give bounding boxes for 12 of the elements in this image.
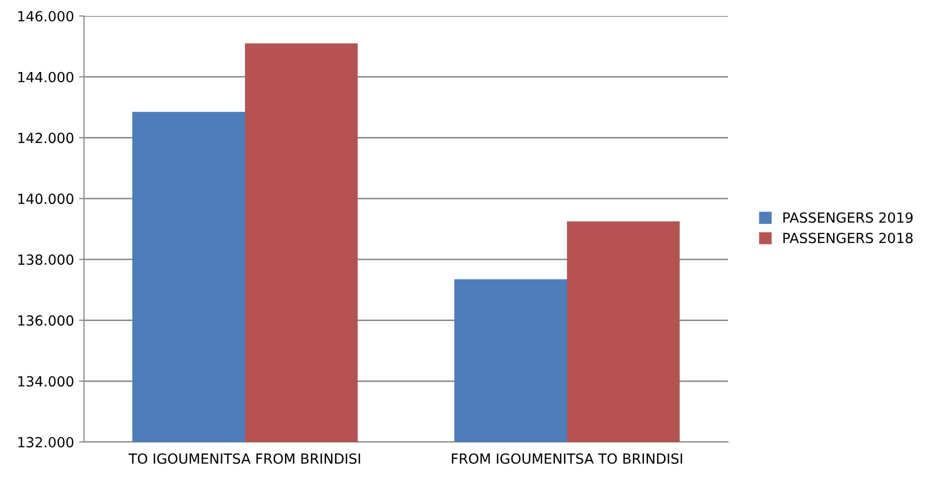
y-tick-label: 146.000: [18, 10, 74, 22]
x-tick-label: TO IGOUMENITSA FROM BRINDISI: [128, 453, 360, 464]
y-tick-label: 136.000: [18, 315, 74, 326]
legend-label: PASSENGERS 2018: [783, 232, 913, 244]
y-tick-label: 138.000: [18, 254, 74, 265]
y-tick-label: 132.000: [18, 436, 74, 448]
y-tick-label: 142.000: [18, 132, 74, 144]
x-tick-label: FROM IGOUMENITSA TO BRINDISI: [452, 453, 682, 464]
y-tick-label: 134.000: [18, 376, 74, 387]
legend-label: PASSENGERS 2019: [783, 212, 913, 223]
y-tick-label: 140.000: [18, 194, 74, 204]
y-tick-label: 144.000: [18, 72, 74, 82]
